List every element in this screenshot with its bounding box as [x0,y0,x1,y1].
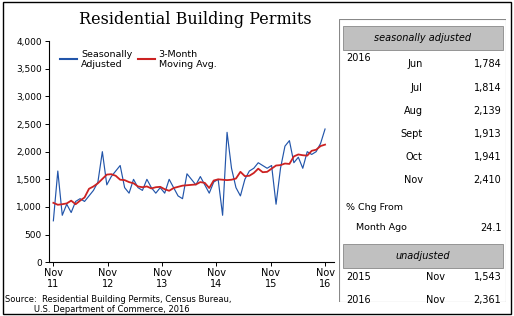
Text: Nov: Nov [426,272,445,282]
Text: 1,941: 1,941 [474,152,501,162]
Text: 1,784: 1,784 [473,59,501,70]
Text: 2,410: 2,410 [473,175,501,185]
Text: 1,543: 1,543 [473,272,501,282]
Legend: Seasonally
Adjusted, 3-Month
Moving Avg.: Seasonally Adjusted, 3-Month Moving Avg. [57,46,220,73]
Text: 2016: 2016 [346,295,371,305]
Text: 2,361: 2,361 [473,295,501,305]
Text: Source:  Residential Building Permits, Census Bureau,
           U.S. Department: Source: Residential Building Permits, Ce… [5,295,232,314]
Text: Nov: Nov [426,295,445,305]
Text: 1,814: 1,814 [474,83,501,93]
Text: seasonally adjusted: seasonally adjusted [374,33,471,43]
Text: unadjusted: unadjusted [395,251,450,261]
Text: Jul: Jul [411,83,423,93]
Bar [343,244,503,268]
Text: 2,139: 2,139 [473,106,501,116]
Text: 1,913: 1,913 [474,129,501,139]
Text: 2016: 2016 [346,53,371,63]
Text: 24.1: 24.1 [480,222,501,233]
Text: Aug: Aug [404,106,423,116]
Text: Sept: Sept [400,129,423,139]
Text: Oct: Oct [406,152,423,162]
Text: Residential Building Permits: Residential Building Permits [79,11,311,28]
Bar [343,26,503,50]
Text: Nov: Nov [404,175,423,185]
Text: 2015: 2015 [346,272,371,282]
Text: Jun: Jun [408,59,423,70]
Text: Month Ago: Month Ago [356,222,407,232]
Text: % Chg From: % Chg From [346,204,403,212]
